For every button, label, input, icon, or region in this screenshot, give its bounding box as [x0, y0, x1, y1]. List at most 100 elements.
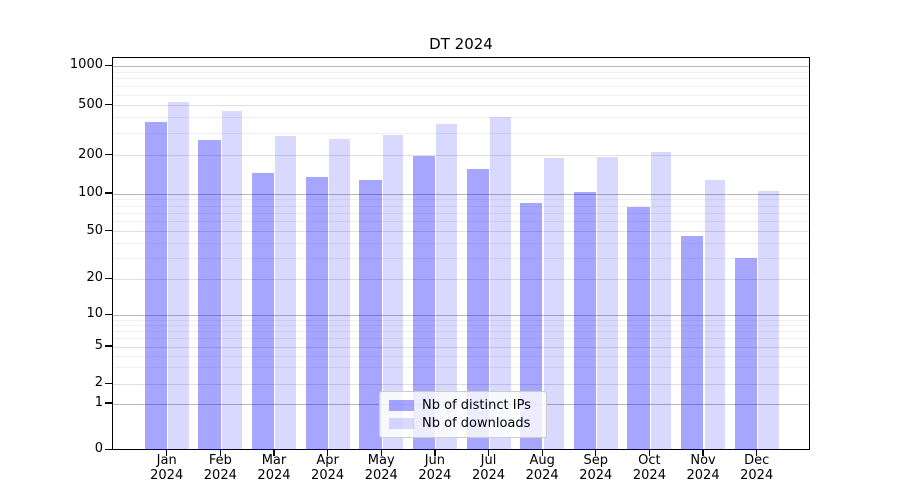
bars-layer	[113, 58, 809, 450]
x-tick-month: Dec	[744, 453, 770, 468]
chart-title: DT 2024	[429, 35, 493, 53]
x-tick-mark-sep	[595, 450, 597, 456]
x-tick-mark-dec	[756, 450, 758, 456]
x-tick-label-mar: Mar 2024	[242, 453, 306, 483]
x-tick-year: 2024	[257, 468, 291, 483]
x-tick-month: Jul	[480, 453, 497, 468]
gridlines-layer	[113, 58, 809, 449]
gridline-300	[113, 133, 809, 135]
gridline-2	[113, 383, 809, 385]
gridline-90	[113, 199, 809, 201]
x-tick-label-jul: Jul 2024	[457, 453, 521, 483]
legend-label-downloads: Nb of downloads	[422, 416, 531, 431]
bar-distinct-ips-mar	[251, 173, 275, 450]
x-tick-label-sep: Sep 2024	[564, 453, 628, 483]
y-tick-mark-200	[105, 154, 112, 156]
y-tick-mark-1000	[105, 64, 112, 66]
y-tick-mark-500	[105, 104, 112, 106]
bar-distinct-ips-may	[359, 179, 382, 450]
legend-swatch-distinct-ips	[389, 400, 414, 411]
y-tick-label-200: 200	[78, 146, 103, 162]
gridline-4	[113, 355, 809, 357]
legend-swatch-downloads	[389, 418, 414, 429]
gridline-400	[113, 117, 809, 119]
bar-downloads-aug	[543, 157, 565, 450]
legend-label-distinct-ips: Nb of distinct IPs	[422, 398, 531, 413]
x-tick-year: 2024	[686, 468, 720, 483]
legend-item-downloads: Nb of downloads	[389, 416, 537, 431]
y-tick-label-2: 2	[94, 375, 103, 391]
x-tick-year: 2024	[311, 468, 345, 483]
bar-downloads-nov	[704, 180, 726, 450]
bar-downloads-apr	[329, 138, 350, 450]
gridline-3	[113, 367, 809, 369]
x-tick-label-nov: Nov 2024	[671, 453, 735, 483]
x-tick-mark-oct	[648, 450, 651, 456]
y-tick-mark-2	[105, 382, 112, 384]
plot-area: Nb of distinct IPs Nb of downloads	[112, 57, 810, 450]
x-tick-mark-jun	[434, 450, 436, 456]
x-tick-year: 2024	[525, 468, 559, 483]
y-tick-label-10: 10	[86, 306, 103, 322]
x-tick-month: Jan	[156, 453, 177, 468]
x-tick-label-jun: Jun 2024	[403, 453, 467, 483]
bar-distinct-ips-oct	[627, 206, 650, 450]
gridline-900	[113, 71, 809, 73]
gridline-5	[113, 346, 809, 348]
x-tick-mark-jan	[166, 450, 168, 456]
bar-distinct-ips-nov	[681, 236, 704, 450]
gridline-9	[113, 319, 809, 321]
gridline-70	[113, 212, 809, 214]
gridline-40	[113, 242, 809, 244]
bar-downloads-sep	[597, 157, 618, 450]
x-tick-year: 2024	[418, 468, 452, 483]
x-tick-label-oct: Oct 2024	[617, 453, 681, 483]
x-tick-month: Apr	[316, 453, 339, 468]
x-tick-month: Nov	[690, 453, 716, 468]
gridline-100	[113, 193, 809, 195]
bar-downloads-may	[382, 135, 404, 450]
bar-distinct-ips-apr	[305, 176, 328, 450]
y-tick-label-500: 500	[78, 96, 103, 112]
gridline-1000	[113, 65, 809, 67]
y-tick-mark-0	[105, 448, 112, 450]
x-tick-label-feb: Feb 2024	[188, 453, 252, 483]
gridline-20	[113, 278, 809, 280]
y-tick-mark-1	[105, 402, 112, 404]
bar-distinct-ips-aug	[520, 203, 543, 450]
x-tick-mark-may	[380, 450, 382, 456]
x-tick-mark-aug	[541, 450, 543, 456]
x-tick-label-aug: Aug 2024	[510, 453, 574, 483]
gridline-500	[113, 105, 809, 107]
x-tick-month: Feb	[208, 453, 232, 468]
x-tick-label-may: May 2024	[349, 453, 413, 483]
x-tick-mark-apr	[326, 450, 329, 456]
x-tick-label-dec: Dec 2024	[725, 453, 789, 483]
x-tick-mark-nov	[702, 450, 704, 456]
y-tick-label-5: 5	[94, 338, 103, 353]
bar-distinct-ips-jul	[466, 169, 489, 450]
x-tick-month: Mar	[261, 453, 287, 468]
gridline-80	[113, 205, 809, 207]
legend-item-distinct-ips: Nb of distinct IPs	[389, 398, 537, 413]
x-tick-mark-jul	[487, 450, 490, 456]
gridline-60	[113, 221, 809, 223]
x-tick-label-apr: Apr 2024	[296, 453, 360, 483]
y-tick-label-50: 50	[86, 222, 103, 238]
gridline-700	[113, 86, 809, 88]
x-tick-month: Jun	[424, 453, 446, 468]
gridline-7	[113, 331, 809, 333]
gridline-30	[113, 257, 809, 259]
bar-distinct-ips-sep	[573, 192, 597, 450]
x-tick-year: 2024	[632, 468, 666, 483]
bar-downloads-mar	[275, 135, 296, 450]
x-tick-year: 2024	[150, 468, 184, 483]
bar-downloads-jan	[168, 101, 189, 450]
x-tick-year: 2024	[364, 468, 398, 483]
gridline-800	[113, 78, 809, 80]
x-tick-mark-mar	[273, 450, 275, 456]
x-tick-month: Aug	[529, 453, 555, 468]
